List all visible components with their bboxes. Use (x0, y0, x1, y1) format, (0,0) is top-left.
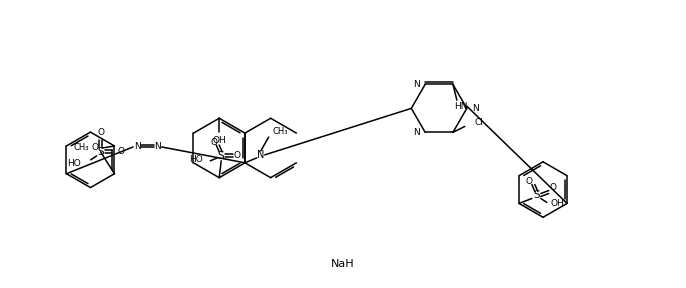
Text: S: S (218, 151, 224, 161)
Text: CH₃: CH₃ (272, 127, 288, 136)
Text: O: O (525, 177, 532, 186)
Text: S: S (534, 190, 540, 200)
Text: O: O (97, 128, 104, 137)
Text: O: O (118, 147, 125, 156)
Text: N: N (414, 80, 421, 89)
Text: O: O (211, 137, 217, 147)
Text: HN: HN (454, 102, 468, 111)
Text: N: N (257, 150, 265, 160)
Text: HO: HO (67, 159, 81, 168)
Text: Cl: Cl (475, 118, 484, 127)
Text: O: O (233, 151, 241, 160)
Text: N: N (154, 143, 161, 151)
Text: OH: OH (213, 136, 226, 145)
Text: N: N (472, 104, 479, 113)
Text: N: N (134, 143, 141, 151)
Text: O: O (549, 183, 556, 192)
Text: HO: HO (189, 155, 203, 164)
Text: OH: OH (551, 199, 565, 208)
Text: S: S (97, 147, 104, 157)
Text: CH₃: CH₃ (73, 143, 88, 152)
Text: N: N (414, 128, 421, 137)
Text: O: O (91, 143, 98, 152)
Text: NaH: NaH (331, 259, 355, 269)
